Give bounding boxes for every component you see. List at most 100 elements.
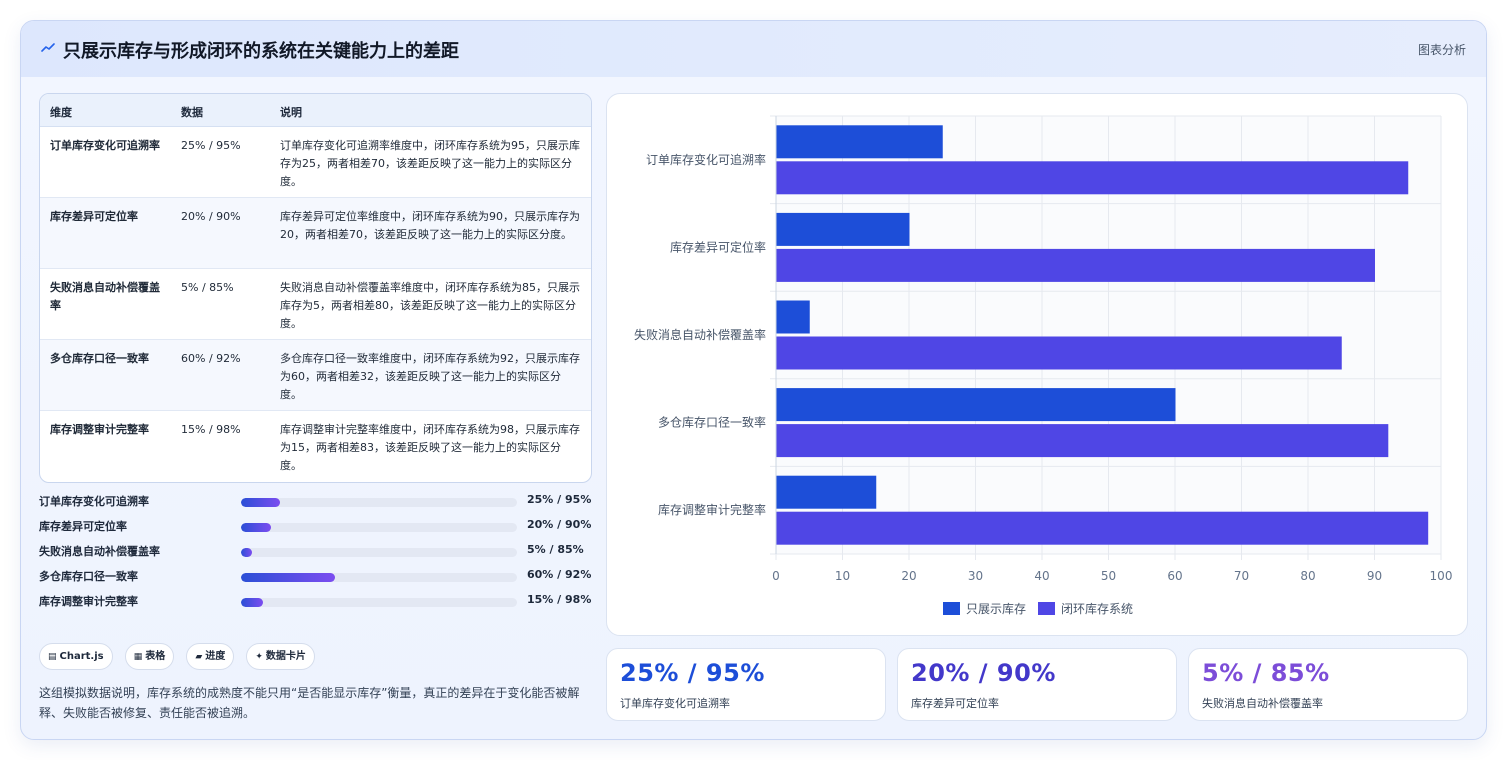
stat-value: 20% / 90% — [911, 659, 1056, 687]
x-tick-label: 70 — [1234, 569, 1249, 583]
progress-label: 订单库存变化可追溯率 — [39, 495, 149, 508]
column-header-data: 数据 — [181, 106, 203, 119]
table-row: 库存调整审计完整率 15% / 98% 库存调整审计完整率维度中，闭环库存系统为… — [40, 411, 591, 482]
progress-track — [241, 598, 517, 607]
progress-row: 多仓库存口径一致率 60% / 92% — [39, 566, 592, 586]
legend-swatch — [943, 602, 960, 615]
progress-value: 60% / 92% — [527, 568, 592, 581]
progress-icon: ▰ — [195, 652, 203, 662]
x-tick-label: 50 — [1101, 569, 1116, 583]
row-value: 20% / 90% — [181, 210, 241, 223]
progress-track — [241, 548, 517, 557]
progress-fill — [241, 598, 264, 607]
x-tick-label: 100 — [1430, 569, 1453, 583]
chart-icon: ▤ — [48, 652, 57, 662]
chip-label: 数据卡片 — [265, 651, 306, 662]
legend-label: 闭环库存系统 — [1061, 601, 1133, 616]
bar — [775, 388, 1176, 422]
bar — [775, 336, 1342, 370]
bar — [775, 161, 1409, 195]
table-icon: ▦ — [133, 652, 143, 662]
progress-value: 25% / 95% — [527, 493, 592, 506]
chart-card: 只展示库存与形成闭环的系统在关键能力上的差距 图表分析 维度 数据 说明 订单库… — [20, 20, 1487, 740]
row-description: 订单库存变化可追溯率维度中，闭环库存系统为95，只展示库存为25，两者相差70，… — [280, 139, 580, 188]
chart-analysis-link[interactable]: 图表分析 — [1417, 43, 1466, 57]
sparkle-icon: ✦ — [255, 652, 263, 662]
table-row: 订单库存变化可追溯率 25% / 95% 订单库存变化可追溯率维度中，闭环库存系… — [40, 127, 591, 198]
table-row: 失败消息自动补偿覆盖率 5% / 85% 失败消息自动补偿覆盖率维度中，闭环库存… — [40, 269, 591, 340]
page-title: 只展示库存与形成闭环的系统在关键能力上的差距 — [63, 41, 459, 62]
bar — [775, 300, 810, 334]
x-tick-label: 80 — [1300, 569, 1315, 583]
bar — [775, 125, 943, 159]
row-dimension: 库存调整审计完整率 — [50, 423, 149, 436]
trend-line-icon — [41, 43, 55, 52]
progress-track — [241, 523, 517, 532]
progress-row: 库存差异可定位率 20% / 90% — [39, 516, 592, 536]
chip-label: Chart.js — [59, 651, 104, 662]
chart-panel: 0 10 20 30 40 50 60 70 80 90 100 订单库存变化可追溯率库存差异可定位率… — [606, 93, 1468, 636]
row-description: 库存调整审计完整率维度中，闭环库存系统为98，只展示库存为15，两者相差83，该… — [280, 423, 580, 472]
legend-swatch — [1038, 602, 1055, 615]
progress-value: 15% / 98% — [527, 593, 592, 606]
progress-value: 5% / 85% — [527, 543, 584, 556]
bar — [775, 248, 1375, 282]
stat-card: 5% / 85% 失败消息自动补偿覆盖率 — [1188, 648, 1468, 721]
legend-label: 只展示库存 — [966, 601, 1026, 616]
row-description: 失败消息自动补偿覆盖率维度中，闭环库存系统为85，只展示库存为5，两者相差80，… — [280, 281, 580, 330]
column-header-dimension: 维度 — [50, 106, 72, 119]
data-table: 维度 数据 说明 订单库存变化可追溯率 25% / 95% 订单库存变化可追溯率… — [39, 93, 592, 483]
progress-fill — [241, 573, 335, 582]
bar — [775, 212, 910, 246]
x-tick-label: 90 — [1367, 569, 1382, 583]
row-dimension: 失败消息自动补偿覆盖率 — [50, 281, 160, 312]
table-row: 库存差异可定位率 20% / 90% 库存差异可定位率维度中，闭环库存系统为90… — [40, 198, 591, 269]
y-tick-label: 订单库存变化可追溯率 — [646, 152, 766, 167]
x-tick-label: 30 — [968, 569, 983, 583]
bar — [775, 511, 1429, 545]
chip-data-card[interactable]: ✦ 数据卡片 — [246, 643, 315, 670]
row-dimension: 订单库存变化可追溯率 — [50, 139, 160, 152]
progress-fill — [241, 548, 253, 557]
stat-value: 5% / 85% — [1202, 659, 1330, 687]
progress-label: 多仓库存口径一致率 — [39, 570, 138, 583]
x-tick-label: 10 — [835, 569, 850, 583]
y-tick-label: 库存调整审计完整率 — [658, 502, 766, 517]
table-header: 维度 数据 说明 — [40, 94, 591, 127]
chip-table[interactable]: ▦ 表格 — [124, 643, 175, 670]
stat-value: 25% / 95% — [620, 659, 765, 687]
stat-label: 订单库存变化可追溯率 — [620, 697, 730, 710]
row-description: 库存差异可定位率维度中，闭环库存系统为90，只展示库存为20，两者相差70，该差… — [280, 210, 580, 241]
x-tick-label: 0 — [772, 569, 780, 583]
progress-label: 失败消息自动补偿覆盖率 — [39, 545, 160, 558]
stat-card: 20% / 90% 库存差异可定位率 — [897, 648, 1177, 721]
chip-progress[interactable]: ▰ 进度 — [186, 643, 235, 670]
stat-label: 库存差异可定位率 — [911, 697, 999, 710]
column-header-description: 说明 — [280, 106, 302, 119]
progress-value: 20% / 90% — [527, 518, 592, 531]
y-tick-label: 库存差异可定位率 — [670, 239, 766, 254]
row-value: 25% / 95% — [181, 139, 241, 152]
x-tick-label: 60 — [1167, 569, 1182, 583]
row-dimension: 库存差异可定位率 — [50, 210, 138, 223]
progress-track — [241, 573, 517, 582]
row-value: 15% / 98% — [181, 423, 241, 436]
chip-label: 表格 — [145, 651, 166, 662]
row-description: 多仓库存口径一致率维度中，闭环库存系统为92，只展示库存为60，两者相差32，该… — [280, 352, 580, 401]
bar — [775, 475, 877, 509]
x-tick-label: 40 — [1034, 569, 1049, 583]
y-tick-label: 失败消息自动补偿覆盖率 — [634, 327, 766, 342]
stat-card: 25% / 95% 订单库存变化可追溯率 — [606, 648, 886, 721]
chip-chartjs[interactable]: ▤ Chart.js — [39, 643, 113, 670]
bar — [775, 424, 1389, 458]
tag-chips: ▤ Chart.js ▦ 表格 ▰ 进度 ✦ 数据卡片 — [39, 643, 322, 671]
table-row: 多仓库存口径一致率 60% / 92% 多仓库存口径一致率维度中，闭环库存系统为… — [40, 340, 591, 411]
bar-chart: 0 10 20 30 40 50 60 70 80 90 100 订单库存变化可追溯率库存差异可定位率… — [634, 115, 1453, 616]
row-value: 5% / 85% — [181, 281, 234, 294]
progress-fill — [241, 523, 272, 532]
y-tick-label: 多仓库存口径一致率 — [658, 415, 766, 430]
progress-track — [241, 498, 517, 507]
card-header: 只展示库存与形成闭环的系统在关键能力上的差距 图表分析 — [21, 21, 1486, 77]
chip-label: 进度 — [205, 651, 226, 662]
x-tick-label: 20 — [901, 569, 916, 583]
